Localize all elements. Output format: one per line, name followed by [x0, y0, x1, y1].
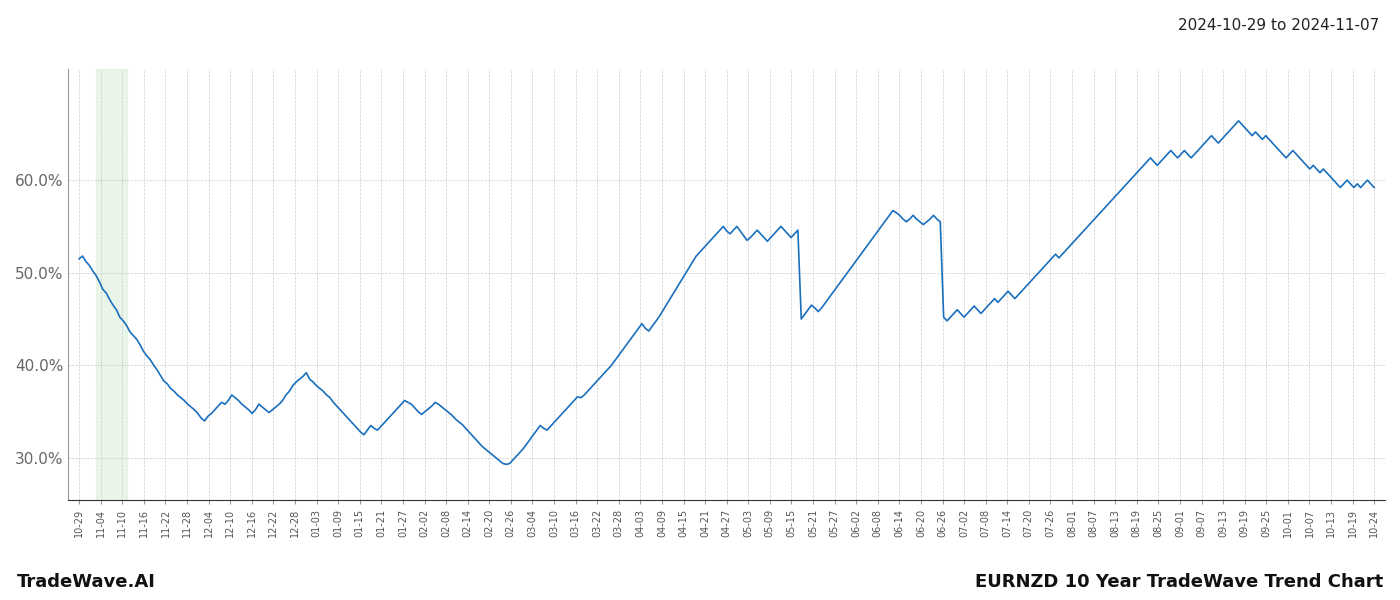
Bar: [97, 69, 126, 500]
Text: TradeWave.AI: TradeWave.AI: [17, 573, 155, 591]
Text: 2024-10-29 to 2024-11-07: 2024-10-29 to 2024-11-07: [1177, 18, 1379, 33]
Text: EURNZD 10 Year TradeWave Trend Chart: EURNZD 10 Year TradeWave Trend Chart: [974, 573, 1383, 591]
